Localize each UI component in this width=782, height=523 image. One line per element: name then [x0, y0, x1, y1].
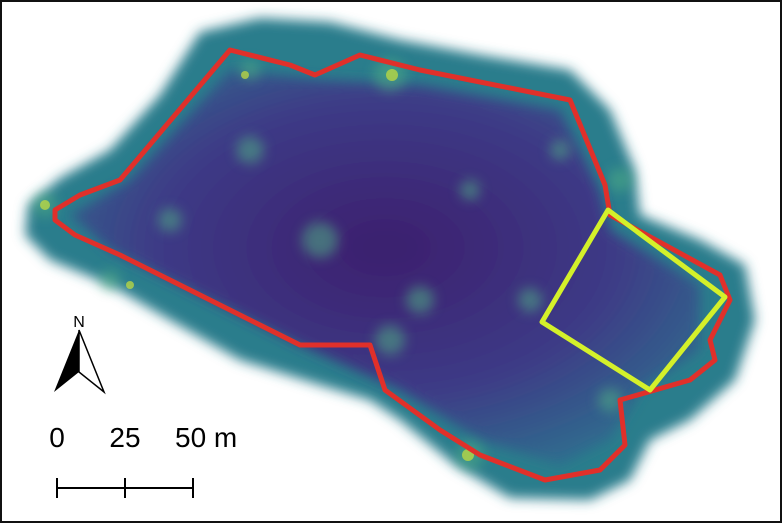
map: N 0 25 50 m — [0, 0, 782, 523]
scale-label: 25 — [109, 422, 140, 453]
scale-label: 0 — [49, 422, 65, 453]
north-label: N — [73, 314, 85, 331]
scale-label: 50 m — [175, 422, 237, 453]
page: N 0 25 50 m (() => { const data = JSON.p… — [0, 0, 782, 523]
